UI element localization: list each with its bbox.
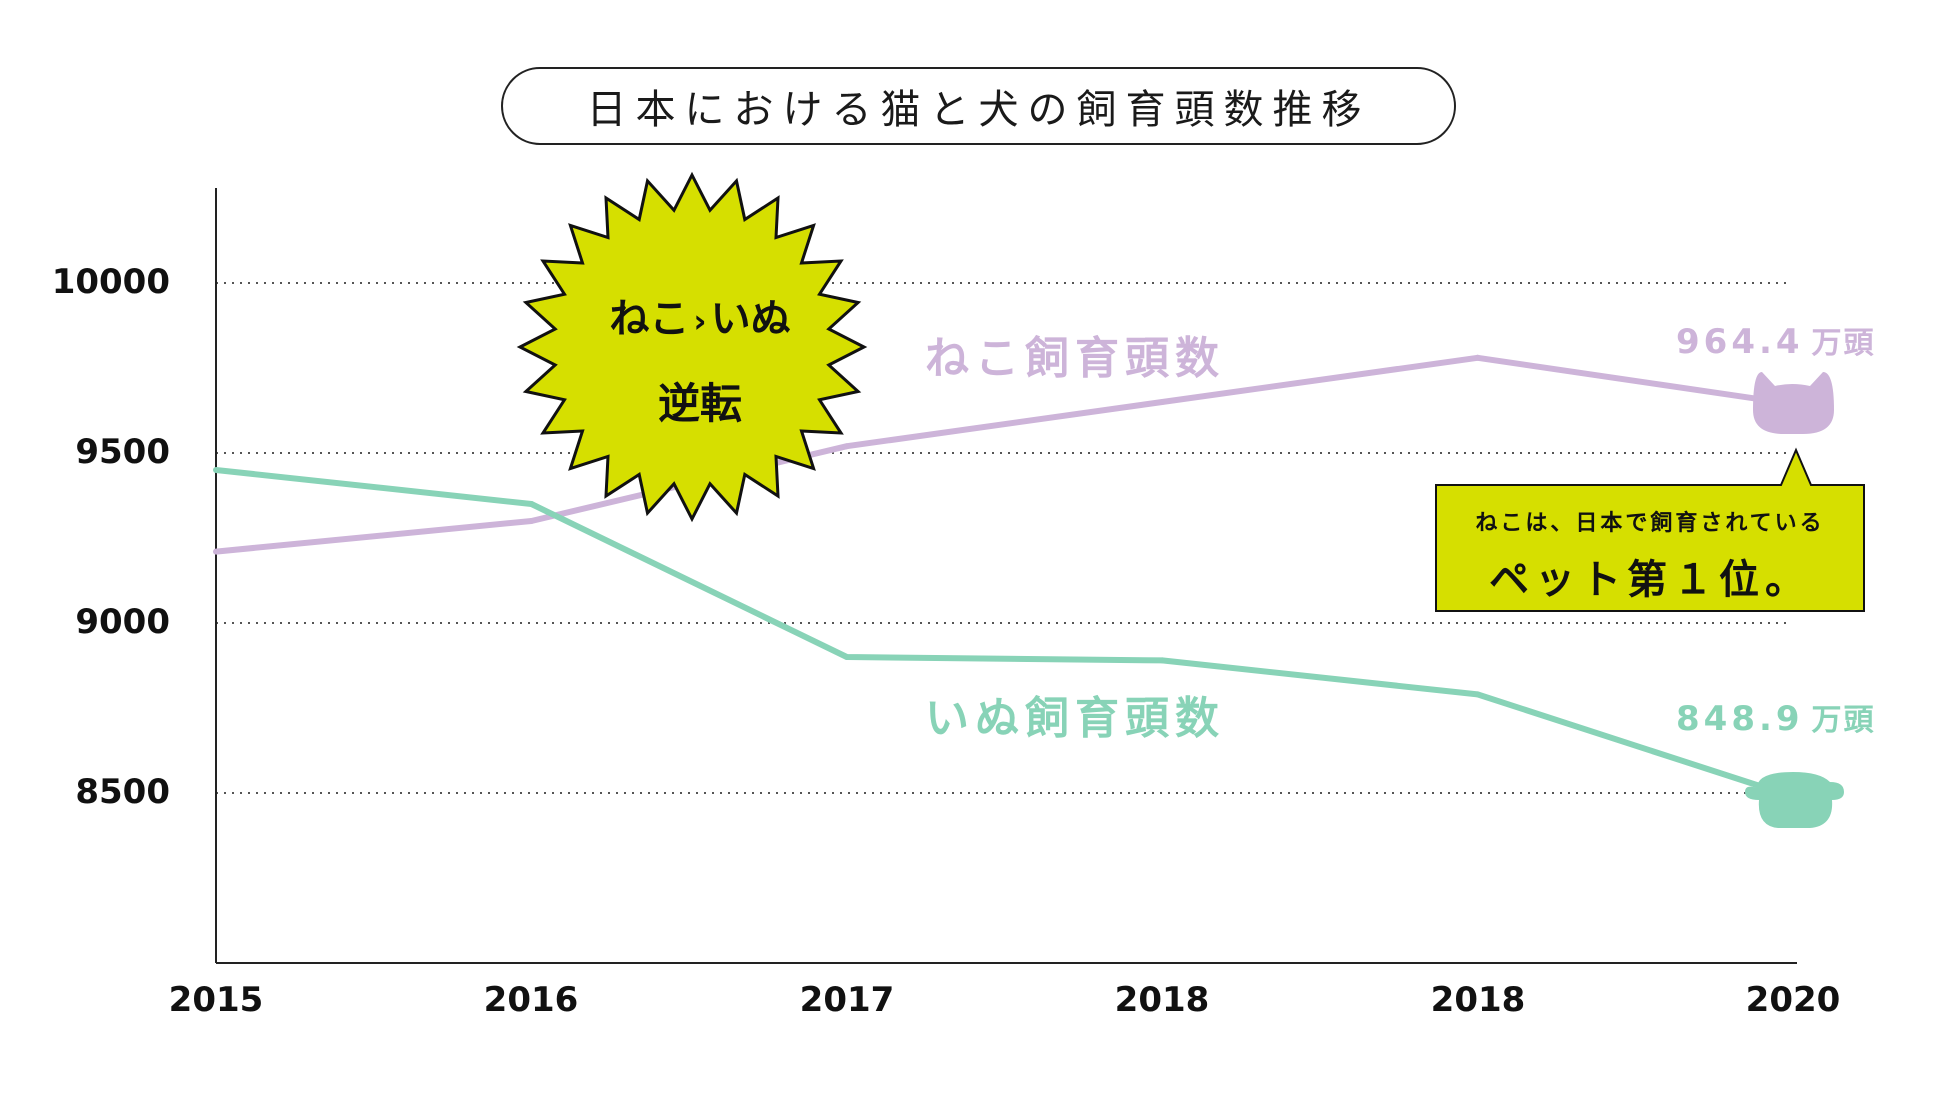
x-tick-label: 2018	[1114, 980, 1210, 1020]
dog-series-line	[215, 467, 1794, 800]
chart-title: 日本における猫と犬の飼育頭数推移	[501, 67, 1456, 145]
cat-end-value: 964.4	[1676, 322, 1804, 362]
x-tick-label: 2018	[1430, 980, 1526, 1020]
burst-cat-word: ねこ	[609, 296, 690, 342]
cat-data-point	[843, 443, 850, 450]
cat-end-unit: 万頭	[1811, 326, 1876, 361]
y-tick-label: 9000	[75, 602, 170, 642]
y-tick-label: 9500	[75, 432, 170, 472]
dog-data-point	[1159, 657, 1166, 664]
cat-data-point	[1159, 399, 1166, 405]
burst-text-bottom: 逆転	[657, 379, 742, 428]
x-tick-label: 2015	[168, 980, 264, 1020]
y-tick-label: 8500	[75, 772, 170, 812]
x-tick-label: 2020	[1745, 980, 1841, 1020]
dog-series-label: いぬ飼育頭数	[925, 693, 1225, 744]
dog-end-value-label: 848.9 万頭	[1676, 695, 1876, 739]
cat-series-label: ねこ飼育頭数	[925, 333, 1225, 384]
dog-data-point	[213, 467, 219, 473]
burst-text-top: ねこ › いぬ	[560, 286, 840, 344]
dog-data-point	[1474, 691, 1481, 698]
x-tick-label: 2016	[483, 980, 579, 1020]
callout-line2: ペット第１位。	[1489, 557, 1811, 603]
dog-end-unit: 万頭	[1811, 703, 1876, 738]
cat-data-point	[1474, 354, 1481, 361]
dog-end-value: 848.9	[1676, 699, 1804, 739]
y-tick-label: 10000	[51, 262, 170, 302]
callout-line1: ねこは、日本で飼育されている	[1475, 511, 1825, 536]
x-tick-label: 2017	[799, 980, 895, 1020]
cat-end-value-label: 964.4 万頭	[1676, 318, 1876, 362]
dog-head-icon	[1745, 772, 1844, 828]
cat-data-point	[528, 518, 535, 524]
callout-box	[1435, 447, 1865, 612]
dog-data-point	[843, 654, 850, 660]
callout-text: ねこは、日本で飼育されている ペット第１位。	[1436, 485, 1864, 611]
dog-data-point	[528, 501, 535, 507]
reversal-burst	[516, 171, 868, 523]
burst-greater-than: ›	[693, 302, 707, 340]
cat-data-point	[213, 548, 219, 555]
cat-head-icon	[1753, 372, 1834, 434]
cat-series-line	[215, 354, 1794, 555]
burst-dog-word: いぬ	[710, 296, 791, 342]
